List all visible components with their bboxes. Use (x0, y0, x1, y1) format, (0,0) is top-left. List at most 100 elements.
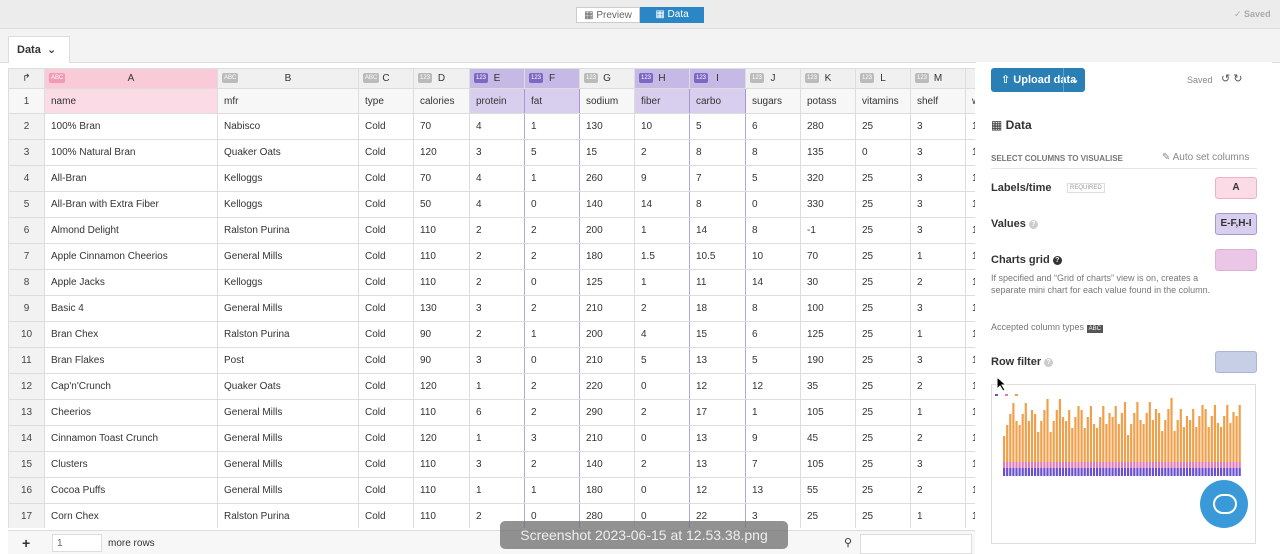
cell[interactable]: 290 (579, 399, 635, 426)
cell[interactable]: 3 (910, 451, 966, 478)
cell[interactable]: 2 (524, 451, 580, 478)
cell[interactable]: 1 (965, 321, 975, 348)
cell[interactable]: Bran Flakes (44, 347, 218, 374)
cell[interactable]: 1 (910, 503, 966, 528)
cell[interactable]: Cold (358, 451, 414, 478)
header-cell[interactable]: potass (800, 88, 856, 114)
cell[interactable]: 25 (855, 425, 911, 452)
cell[interactable]: 90 (413, 347, 470, 374)
cell[interactable]: 110 (413, 243, 470, 270)
cell[interactable]: 3 (469, 139, 525, 166)
cell[interactable]: 3 (910, 113, 966, 140)
cell[interactable]: Ralston Purina (217, 503, 359, 528)
add-rows-button[interactable]: + (22, 535, 31, 551)
header-cell[interactable]: mfr (217, 88, 359, 114)
cell[interactable]: 11 (689, 269, 746, 296)
cell[interactable]: 25 (855, 477, 911, 504)
cell[interactable]: 2 (469, 321, 525, 348)
header-cell[interactable]: calories (413, 88, 470, 114)
cell[interactable]: 8 (745, 217, 801, 244)
cell[interactable]: 210 (579, 295, 635, 322)
cell[interactable]: 110 (413, 269, 470, 296)
cell[interactable]: 7 (689, 165, 746, 192)
cell[interactable]: 25 (855, 165, 911, 192)
cell[interactable]: 3 (910, 347, 966, 374)
cell[interactable]: 125 (800, 321, 856, 348)
cell[interactable]: 45 (800, 425, 856, 452)
cell[interactable]: 13 (745, 477, 801, 504)
cell[interactable]: 12 (689, 477, 746, 504)
cell[interactable]: Basic 4 (44, 295, 218, 322)
cell[interactable]: 2 (634, 451, 690, 478)
cell[interactable]: 1 (524, 113, 580, 140)
header-cell[interactable]: type (358, 88, 414, 114)
cell[interactable]: General Mills (217, 399, 359, 426)
cell[interactable]: 17 (689, 399, 746, 426)
cell[interactable]: 10 (634, 113, 690, 140)
cell[interactable]: 5 (745, 347, 801, 374)
cell[interactable]: 2 (634, 399, 690, 426)
cell[interactable]: 1 (469, 477, 525, 504)
cell[interactable]: 25 (855, 191, 911, 218)
cell[interactable]: 1 (469, 373, 525, 400)
cell[interactable]: Cold (358, 269, 414, 296)
cell[interactable]: Cold (358, 139, 414, 166)
cell[interactable]: 10 (745, 243, 801, 270)
cell[interactable]: 50 (413, 191, 470, 218)
cell[interactable]: 140 (579, 191, 635, 218)
cell[interactable]: 1 (910, 399, 966, 426)
cell[interactable]: 1 (965, 451, 975, 478)
cell[interactable]: 14 (689, 217, 746, 244)
cell[interactable]: 12 (745, 373, 801, 400)
data-button[interactable]: ▦ Data (640, 7, 704, 23)
cell[interactable]: 3 (524, 425, 580, 452)
cell[interactable]: 7 (745, 451, 801, 478)
cell[interactable]: 25 (855, 347, 911, 374)
cell[interactable]: 25 (855, 269, 911, 296)
header-cell[interactable]: fat (524, 88, 580, 114)
cell[interactable]: 1 (965, 139, 975, 166)
cell[interactable]: Bran Chex (44, 321, 218, 348)
cell[interactable]: 1 (469, 425, 525, 452)
cell[interactable]: 180 (579, 243, 635, 270)
cell[interactable]: Apple Cinnamon Cheerios (44, 243, 218, 270)
cell[interactable]: 2 (469, 217, 525, 244)
cell[interactable]: Cold (358, 191, 414, 218)
cell[interactable]: 8 (689, 139, 746, 166)
cell[interactable]: 1 (524, 477, 580, 504)
cell[interactable]: 8 (689, 191, 746, 218)
cell[interactable]: Post (217, 347, 359, 374)
header-cell[interactable]: sugars (745, 88, 801, 114)
cell[interactable]: 100% Natural Bran (44, 139, 218, 166)
cell[interactable]: -1 (800, 217, 856, 244)
cell[interactable]: 1 (910, 243, 966, 270)
cell[interactable]: Cinnamon Toast Crunch (44, 425, 218, 452)
cell[interactable]: Cold (358, 373, 414, 400)
cell[interactable]: 15 (579, 139, 635, 166)
cell[interactable]: 135 (800, 139, 856, 166)
cell[interactable]: 0 (524, 269, 580, 296)
cell[interactable]: 2 (524, 399, 580, 426)
cell[interactable]: 3 (469, 347, 525, 374)
cell[interactable]: 25 (855, 243, 911, 270)
header-cell[interactable]: sodium (579, 88, 635, 114)
cell[interactable]: 2 (910, 373, 966, 400)
cell[interactable]: Kelloggs (217, 269, 359, 296)
cell[interactable]: Cold (358, 321, 414, 348)
cell[interactable]: 110 (413, 399, 470, 426)
cell[interactable]: 0 (634, 425, 690, 452)
cell[interactable]: 2 (469, 243, 525, 270)
cell[interactable]: 1.5 (634, 243, 690, 270)
cell[interactable]: 1 (524, 165, 580, 192)
cell[interactable]: 1 (965, 113, 975, 140)
cell[interactable]: 9 (745, 425, 801, 452)
cell[interactable]: 4 (469, 165, 525, 192)
cell[interactable]: General Mills (217, 425, 359, 452)
cell[interactable]: 13 (689, 347, 746, 374)
cell[interactable]: 200 (579, 321, 635, 348)
charts-grid-select[interactable] (1215, 249, 1257, 271)
cell[interactable]: 55 (800, 477, 856, 504)
cell[interactable]: 3 (910, 191, 966, 218)
cell[interactable]: 1 (965, 477, 975, 504)
cell[interactable]: 140 (579, 451, 635, 478)
